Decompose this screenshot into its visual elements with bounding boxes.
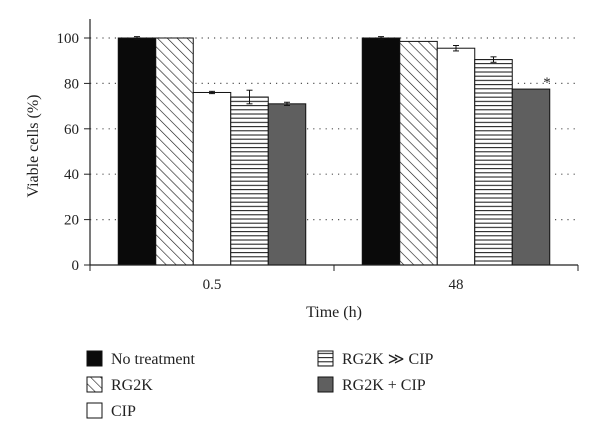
y-tick-label: 100: [57, 31, 80, 47]
legend-swatch: [86, 376, 103, 393]
y-tick-label: 80: [64, 76, 79, 92]
x-tick-label: 48: [449, 277, 464, 293]
x-tick-label: 0.5: [203, 277, 222, 293]
y-tick-label: 20: [64, 213, 79, 229]
bar: [267, 103, 307, 266]
legend: No treatment RG2K CIP RG2K ≫ CIP RG2K + CIP: [86, 350, 434, 420]
x-axis-title: Time (h): [306, 304, 362, 321]
y-tick-label: 0: [72, 258, 80, 274]
bar: [474, 59, 513, 266]
axes: 0 20 40 60 80 100 0.5 48: [57, 19, 579, 293]
y-tick-label: 60: [64, 122, 79, 138]
bar: [192, 91, 232, 266]
bar: [117, 37, 157, 266]
legend-swatch: [317, 376, 334, 393]
bars: *: [117, 36, 551, 266]
y-tick-label: 40: [64, 167, 79, 183]
legend-swatch: [86, 350, 103, 367]
legend-swatch: [86, 402, 103, 419]
legend-label: CIP: [111, 403, 136, 420]
bar: [399, 40, 438, 266]
bar: [511, 88, 551, 266]
y-axis-title: Viable cells (%): [25, 95, 42, 198]
bar: [436, 47, 476, 266]
legend-swatch: [317, 350, 334, 367]
legend-label: RG2K ≫ CIP: [342, 351, 434, 368]
bar: [230, 96, 269, 266]
legend-label: RG2K: [111, 377, 153, 394]
legend-label: RG2K + CIP: [342, 377, 426, 394]
legend-label: No treatment: [111, 351, 196, 368]
significance-annotation: *: [543, 75, 551, 91]
bar: [361, 37, 401, 266]
bar: [155, 37, 194, 266]
